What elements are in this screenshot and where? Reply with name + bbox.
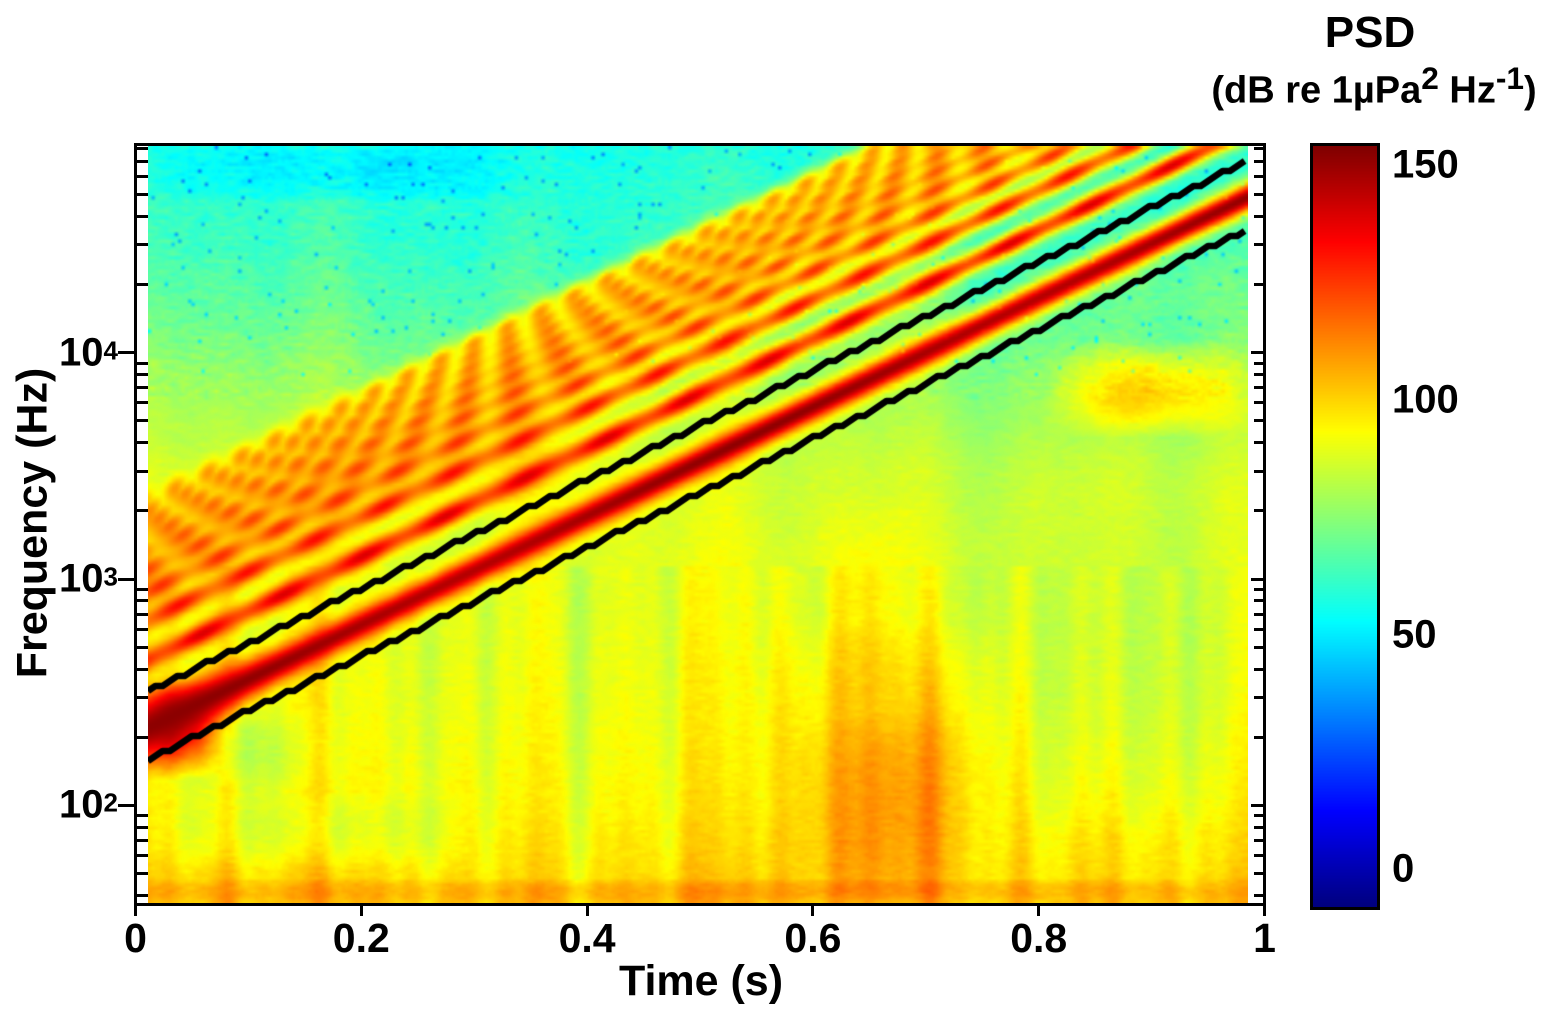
y-major-tick-left [118,803,134,807]
colorbar-tick-label: 0 [1392,846,1415,891]
colorbar-tick-label: 150 [1392,142,1459,187]
x-axis-label: Time (s) [618,957,784,1005]
x-tick-label: 0 [124,915,147,961]
colorbar-tick-label: 100 [1392,377,1459,422]
colorbar-subtitle: (dB re 1µPa2 Hz-1) [1211,60,1537,112]
y-axis-label: Frequency (Hz) [8,367,57,679]
colorbar-tick-label: 50 [1392,612,1437,657]
y-tick-label: 102 [59,782,118,827]
colorbar-gradient [1313,146,1377,907]
spectrogram-canvas [148,146,1248,903]
x-tick-label: 1 [1253,915,1276,961]
y-major-tick-left [118,577,134,581]
plot-frame [134,143,1266,906]
colorbar-frame [1310,143,1380,910]
y-major-tick-left [118,351,134,355]
x-tick-label: 0.8 [1010,915,1068,961]
x-tick-label: 0.6 [784,915,842,961]
x-tick-label: 0.2 [332,915,390,961]
colorbar-title: PSD [1324,8,1416,57]
y-tick-label: 103 [59,556,118,601]
x-tick-label: 0.4 [558,915,616,961]
y-tick-label: 104 [59,330,118,375]
